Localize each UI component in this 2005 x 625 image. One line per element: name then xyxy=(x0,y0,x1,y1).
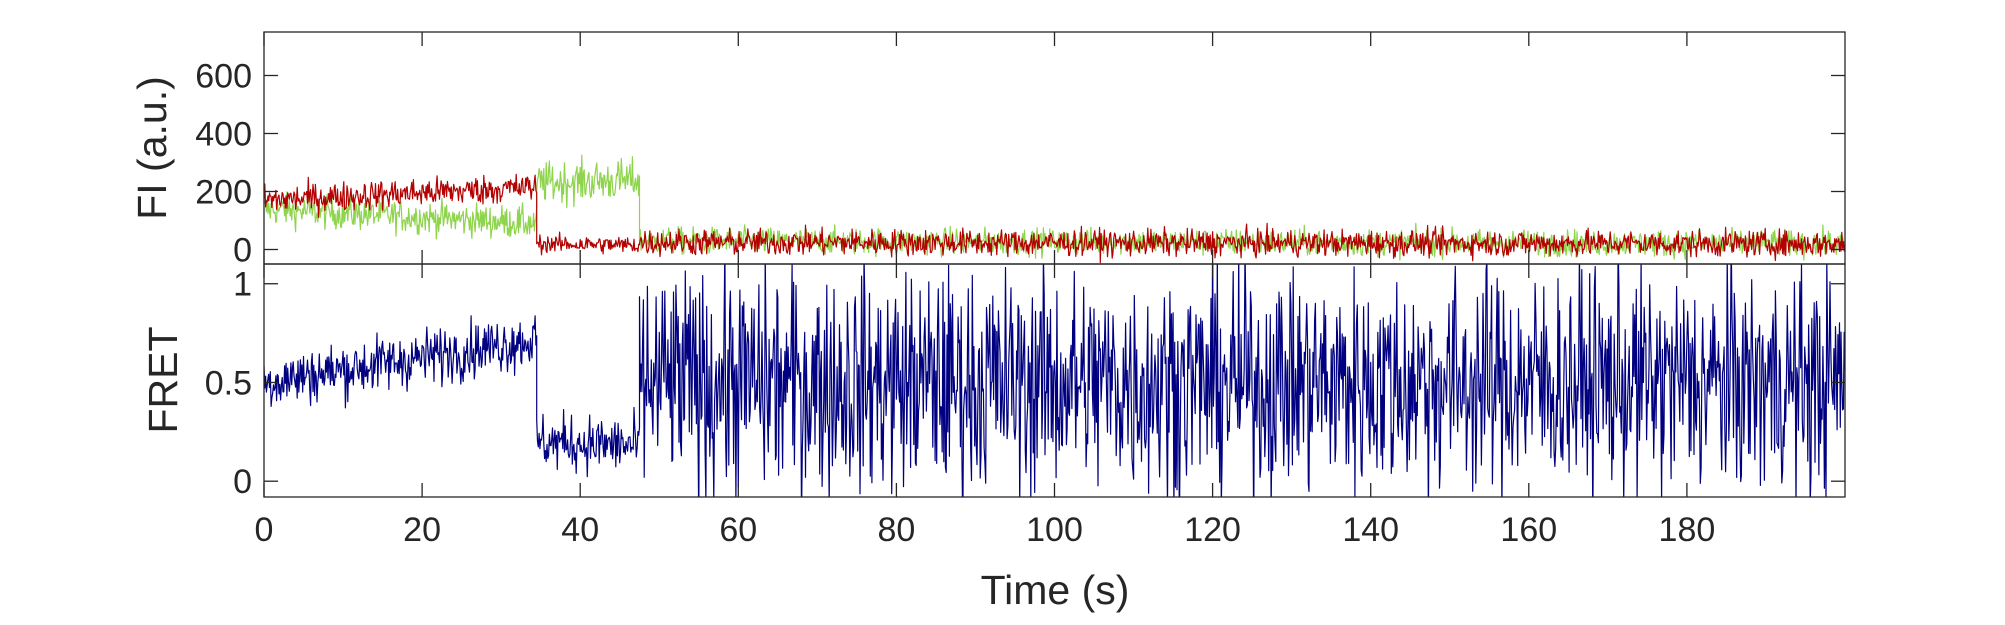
x-tick-label: 40 xyxy=(561,511,599,549)
bottom-panel: 00.51 0 20 40 60 80 100 120 140 160 180 FRET Time… xyxy=(140,263,1846,613)
top-plot-frame xyxy=(263,31,1846,265)
x-tick-label: 180 xyxy=(1659,511,1716,549)
bottom-y-ticks: 00.51 xyxy=(205,266,1845,501)
top-y-axis-label: FI (a.u.) xyxy=(129,76,175,220)
x-tick-label: 160 xyxy=(1500,511,1557,549)
x-tick-label: 100 xyxy=(1026,511,1083,549)
bottom-y-tick-label: 1 xyxy=(233,266,252,304)
top-y-tick-label: 600 xyxy=(195,58,252,96)
x-tick-label: 0 xyxy=(255,511,274,549)
top-y-tick-label: 200 xyxy=(195,174,252,212)
top-y-tick-label: 400 xyxy=(195,116,252,154)
bottom-y-tick-label: 0 xyxy=(233,463,252,501)
top-series-group xyxy=(264,154,1845,264)
top-series-1-trace xyxy=(264,173,1845,264)
x-tick-label: 80 xyxy=(877,511,915,549)
top-x-ticks xyxy=(263,32,1688,264)
x-tick-label: 60 xyxy=(719,511,757,549)
x-tick-label: 120 xyxy=(1184,511,1241,549)
bottom-series-0-trace xyxy=(264,264,1845,497)
x-tick-label: 20 xyxy=(403,511,441,549)
bottom-series-group xyxy=(264,264,1845,497)
x-tick-label: 140 xyxy=(1342,511,1399,549)
top-y-tick-label: 0 xyxy=(233,232,252,270)
bottom-x-ticks: 0 20 40 60 80 100 120 140 160 180 xyxy=(255,264,1716,549)
top-y-ticks: 0 200 400 600 xyxy=(195,58,1845,270)
top-series-0-trace xyxy=(264,154,1845,261)
bottom-y-axis-label: FRET xyxy=(140,326,186,433)
top-panel: 0 200 400 600 FI (a.u.) xyxy=(129,31,1846,270)
bottom-y-tick-label: 0.5 xyxy=(205,364,252,402)
x-axis-label: Time (s) xyxy=(981,567,1130,613)
